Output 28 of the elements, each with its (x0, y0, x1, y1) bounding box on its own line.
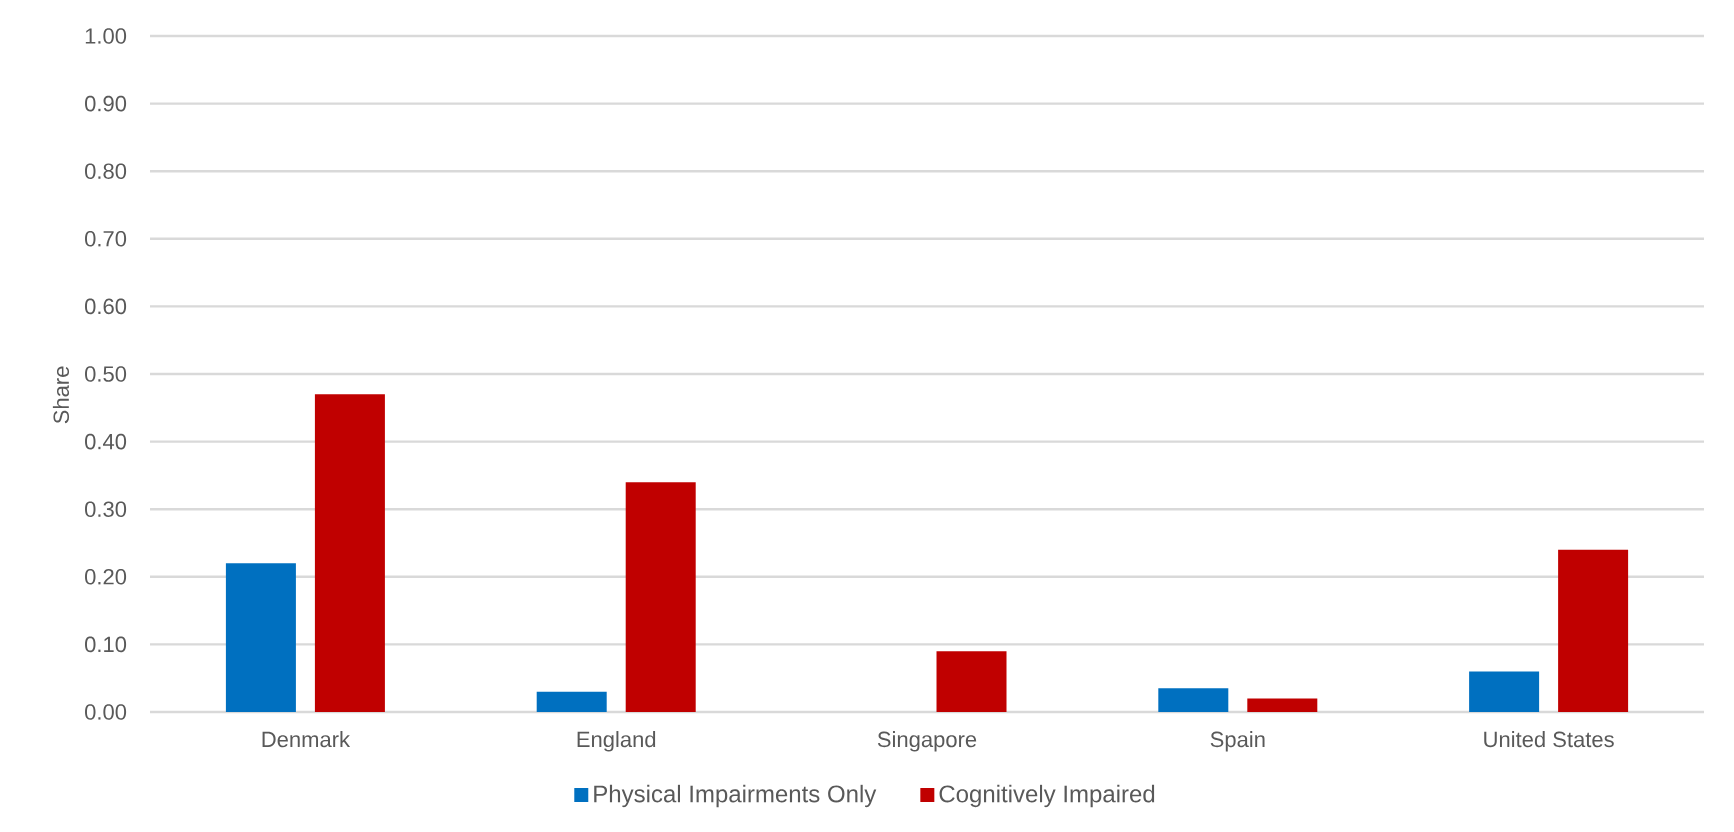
bar (936, 651, 1007, 712)
y-axis-title: Share (52, 366, 70, 424)
y-tick-label: 0.70 (85, 230, 127, 247)
bar (1469, 671, 1540, 712)
y-tick-label: 0.30 (85, 501, 127, 517)
bar (1558, 549, 1629, 712)
x-tick-label: Denmark (262, 731, 351, 748)
bar (225, 563, 296, 712)
legend-label: Physical Impairments Only (594, 784, 877, 808)
y-tick-label: 0.10 (85, 636, 127, 653)
y-tick-label: 0.00 (85, 704, 127, 720)
bar (1247, 698, 1318, 712)
y-tick-label: 0.40 (85, 433, 127, 450)
bar (314, 394, 385, 712)
y-tick-label: 1.00 (85, 28, 127, 44)
y-tick-label: 0.50 (85, 366, 127, 382)
x-tick-label: Singapore (877, 731, 977, 752)
bar (1158, 688, 1229, 712)
x-tick-label: United States (1484, 731, 1614, 748)
legend-label: Cognitively Impaired (939, 784, 1155, 808)
bar (625, 482, 696, 712)
x-tick-label: Spain (1210, 731, 1265, 752)
bar (536, 691, 607, 712)
y-tick-label: 0.20 (85, 569, 127, 585)
y-tick-label: 0.90 (85, 95, 127, 112)
y-tick-label: 0.80 (85, 163, 127, 179)
x-tick-label: England (577, 731, 656, 752)
y-tick-label: 0.60 (85, 298, 127, 315)
